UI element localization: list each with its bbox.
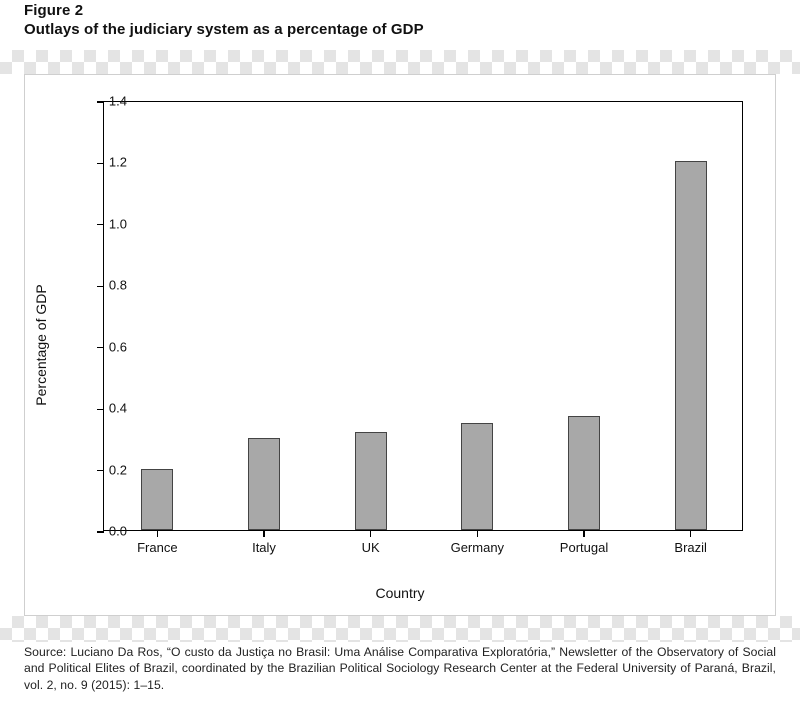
x-tick-label: UK: [362, 540, 380, 555]
bar: [461, 423, 493, 531]
y-axis-label: Percentage of GDP: [33, 284, 49, 405]
y-tick: [97, 224, 104, 225]
x-axis-label: Country: [375, 585, 424, 601]
y-tick: [97, 101, 104, 102]
x-tick-label: Portugal: [560, 540, 608, 555]
x-tick-label: Brazil: [674, 540, 707, 555]
bar: [568, 416, 600, 530]
y-tick-label: 0.2: [109, 462, 127, 477]
y-tick-label: 1.0: [109, 216, 127, 231]
bar: [675, 161, 707, 530]
y-tick-label: 0.8: [109, 278, 127, 293]
x-tick: [690, 530, 691, 537]
transparency-strip-top: [0, 50, 800, 74]
y-tick-label: 0.0: [109, 524, 127, 539]
x-tick-label: Italy: [252, 540, 276, 555]
bar: [355, 432, 387, 530]
y-tick-label: 1.4: [109, 94, 127, 109]
figure-heading: Figure 2 Outlays of the judiciary system…: [24, 2, 424, 40]
y-tick: [97, 347, 104, 348]
y-tick-label: 1.2: [109, 155, 127, 170]
y-tick: [97, 409, 104, 410]
y-tick: [97, 286, 104, 287]
x-tick: [263, 530, 264, 537]
bar: [248, 438, 280, 530]
x-tick: [477, 530, 478, 537]
bar: [141, 469, 173, 530]
x-tick: [370, 530, 371, 537]
y-tick-label: 0.6: [109, 339, 127, 354]
y-tick: [97, 470, 104, 471]
y-tick: [97, 531, 104, 532]
figure-label: Figure 2: [24, 2, 424, 21]
plot-area: FranceItalyUKGermanyPortugalBrazil: [103, 101, 743, 531]
figure-title: Outlays of the judiciary system as a per…: [24, 21, 424, 40]
transparency-strip-bottom: [0, 616, 800, 642]
source-caption: Source: Luciano Da Ros, “O custo da Just…: [24, 644, 776, 693]
chart-frame: Percentage of GDP FranceItalyUKGermanyPo…: [24, 74, 776, 616]
x-tick: [583, 530, 584, 537]
y-tick-label: 0.4: [109, 401, 127, 416]
x-tick-label: Germany: [451, 540, 504, 555]
y-tick: [97, 163, 104, 164]
x-tick-label: France: [137, 540, 177, 555]
x-tick: [157, 530, 158, 537]
